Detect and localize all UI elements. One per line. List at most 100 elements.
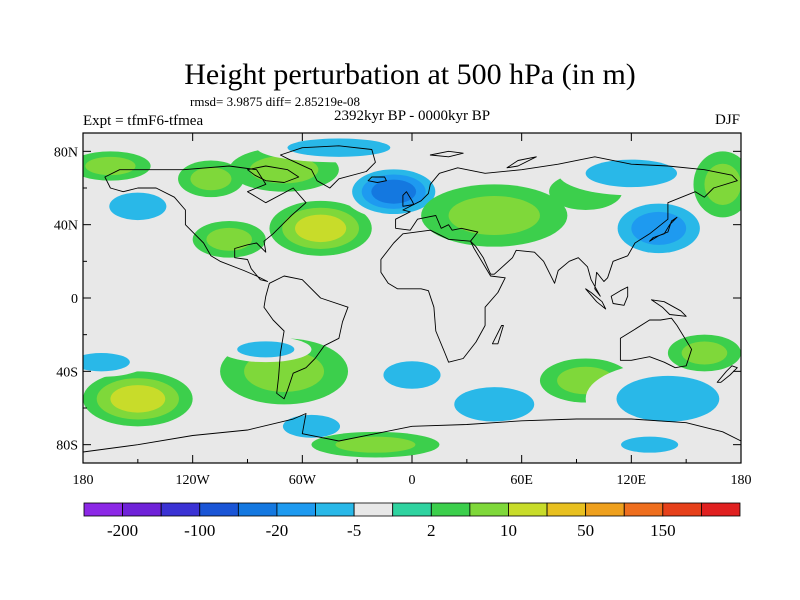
colorbar-label: 10 xyxy=(500,521,517,540)
coastline-south-america xyxy=(263,275,349,400)
x-tick-label: 60W xyxy=(289,473,317,488)
anomaly-contour xyxy=(335,436,416,453)
anomaly-region xyxy=(603,431,696,458)
coastlines xyxy=(83,145,741,463)
y-tick-label: 80N xyxy=(54,145,78,160)
colorbar-box xyxy=(701,502,741,517)
colorbar-box xyxy=(122,502,162,517)
anomaly-contour xyxy=(585,159,678,188)
coastline-novaya-zemlya xyxy=(506,156,537,169)
anomaly-region xyxy=(220,336,312,363)
colorbar-box xyxy=(392,502,432,517)
colorbar-box xyxy=(353,502,394,517)
experiment-label: Expt = tfmF6-tfmea xyxy=(83,113,203,129)
colorbar-label: -200 xyxy=(107,521,138,540)
colorbar-box xyxy=(276,502,316,517)
colorbar-label: -20 xyxy=(266,521,289,540)
anomaly-region xyxy=(421,184,568,247)
anomaly-region xyxy=(269,200,372,256)
stats-line: rmsd= 3.9875 diff= 2.85219e-08 xyxy=(190,94,360,109)
colorbar-box xyxy=(430,502,471,517)
colorbar-label: 50 xyxy=(577,521,594,540)
coastline-baffin xyxy=(247,165,300,183)
anomaly-region xyxy=(311,431,440,458)
chart-title: Height perturbation at 500 hPa (in m) xyxy=(184,58,636,91)
anomaly-contour xyxy=(616,375,720,422)
season-label: DJF xyxy=(715,112,740,128)
y-tick-label: 40N xyxy=(54,219,78,234)
colorbar-box xyxy=(623,502,664,517)
colorbar-box xyxy=(508,502,548,517)
anomaly-region xyxy=(101,309,175,331)
coastline-sumatra xyxy=(585,288,607,310)
anomaly-region xyxy=(92,184,184,229)
anomaly-contour xyxy=(621,436,679,453)
x-axis: 180 120W 60W 0 60E 120E 180 xyxy=(73,133,752,488)
colorbar-box xyxy=(199,502,239,517)
anomaly-region xyxy=(667,334,741,372)
anomaly-contour xyxy=(371,179,417,204)
coastline-new-guinea xyxy=(650,299,687,317)
colorbar-box xyxy=(469,502,509,517)
x-tick-label: 120E xyxy=(617,473,647,488)
anomaly-contour xyxy=(237,341,295,358)
colorbar-box xyxy=(585,502,625,517)
coastline-new-zealand xyxy=(716,365,738,383)
anomaly-contour xyxy=(448,196,540,235)
anomaly-region xyxy=(192,221,266,258)
anomaly-contour xyxy=(190,167,232,191)
colorbar-label: 150 xyxy=(650,521,676,540)
colorbar: -200 -100 -20 -5 2 10 50 150 xyxy=(83,502,741,540)
anomaly-region xyxy=(366,353,458,397)
colorbar-box xyxy=(546,502,587,517)
coastline-madagascar xyxy=(491,325,504,345)
y-tick-label: 40S xyxy=(56,365,78,380)
x-tick-label: 180 xyxy=(73,473,94,488)
colorbar-box xyxy=(160,502,201,517)
anomaly-contour xyxy=(383,361,441,389)
anomaly-region xyxy=(83,347,147,377)
coastline-australia xyxy=(619,317,693,369)
coastline-uk xyxy=(402,191,415,207)
coastline-borneo xyxy=(610,286,629,306)
anomaly-contour xyxy=(454,387,535,422)
anomaly-region xyxy=(83,151,151,181)
colorbar-box xyxy=(662,502,702,517)
anomaly-region xyxy=(603,195,714,262)
anomaly-field xyxy=(83,133,741,458)
anomaly-contour xyxy=(704,163,741,205)
anomaly-region xyxy=(558,151,705,196)
anomaly-region xyxy=(430,376,559,432)
colorbar-label: 2 xyxy=(427,521,436,540)
anomaly-region xyxy=(585,362,741,436)
anomaly-contour xyxy=(110,385,166,413)
anomaly-contour xyxy=(101,309,175,331)
chart-subtitle: 2392kyr BP - 0000kyr BP xyxy=(334,108,490,124)
x-tick-label: 60E xyxy=(510,473,533,488)
y-axis: 80N 40N 0 40S 80S xyxy=(54,145,741,454)
map-plot-area xyxy=(83,133,741,463)
y-tick-label: 0 xyxy=(71,292,78,307)
anomaly-contour xyxy=(109,192,167,221)
anomaly-contour xyxy=(295,214,347,243)
coastline-iceland xyxy=(367,176,387,183)
x-tick-label: 120W xyxy=(176,473,211,488)
coastline-north-america xyxy=(104,165,307,282)
anomaly-contour xyxy=(282,414,341,438)
coastline-japan xyxy=(649,216,678,242)
anomaly-region xyxy=(178,160,244,198)
colorbar-label: -5 xyxy=(347,521,361,540)
colorbar-box xyxy=(83,502,123,517)
coastline-svalbard-arctic xyxy=(429,150,464,158)
anomaly-region xyxy=(83,371,193,427)
anomaly-contour xyxy=(287,138,391,157)
anomaly-contour xyxy=(85,156,136,176)
anomaly-contour xyxy=(83,353,130,372)
colorbar-box xyxy=(315,502,355,517)
anomaly-contour xyxy=(249,155,319,184)
anomaly-region xyxy=(693,151,741,218)
colorbar-box xyxy=(237,502,278,517)
coastline-africa xyxy=(380,229,506,363)
colorbar-label: -100 xyxy=(184,521,215,540)
